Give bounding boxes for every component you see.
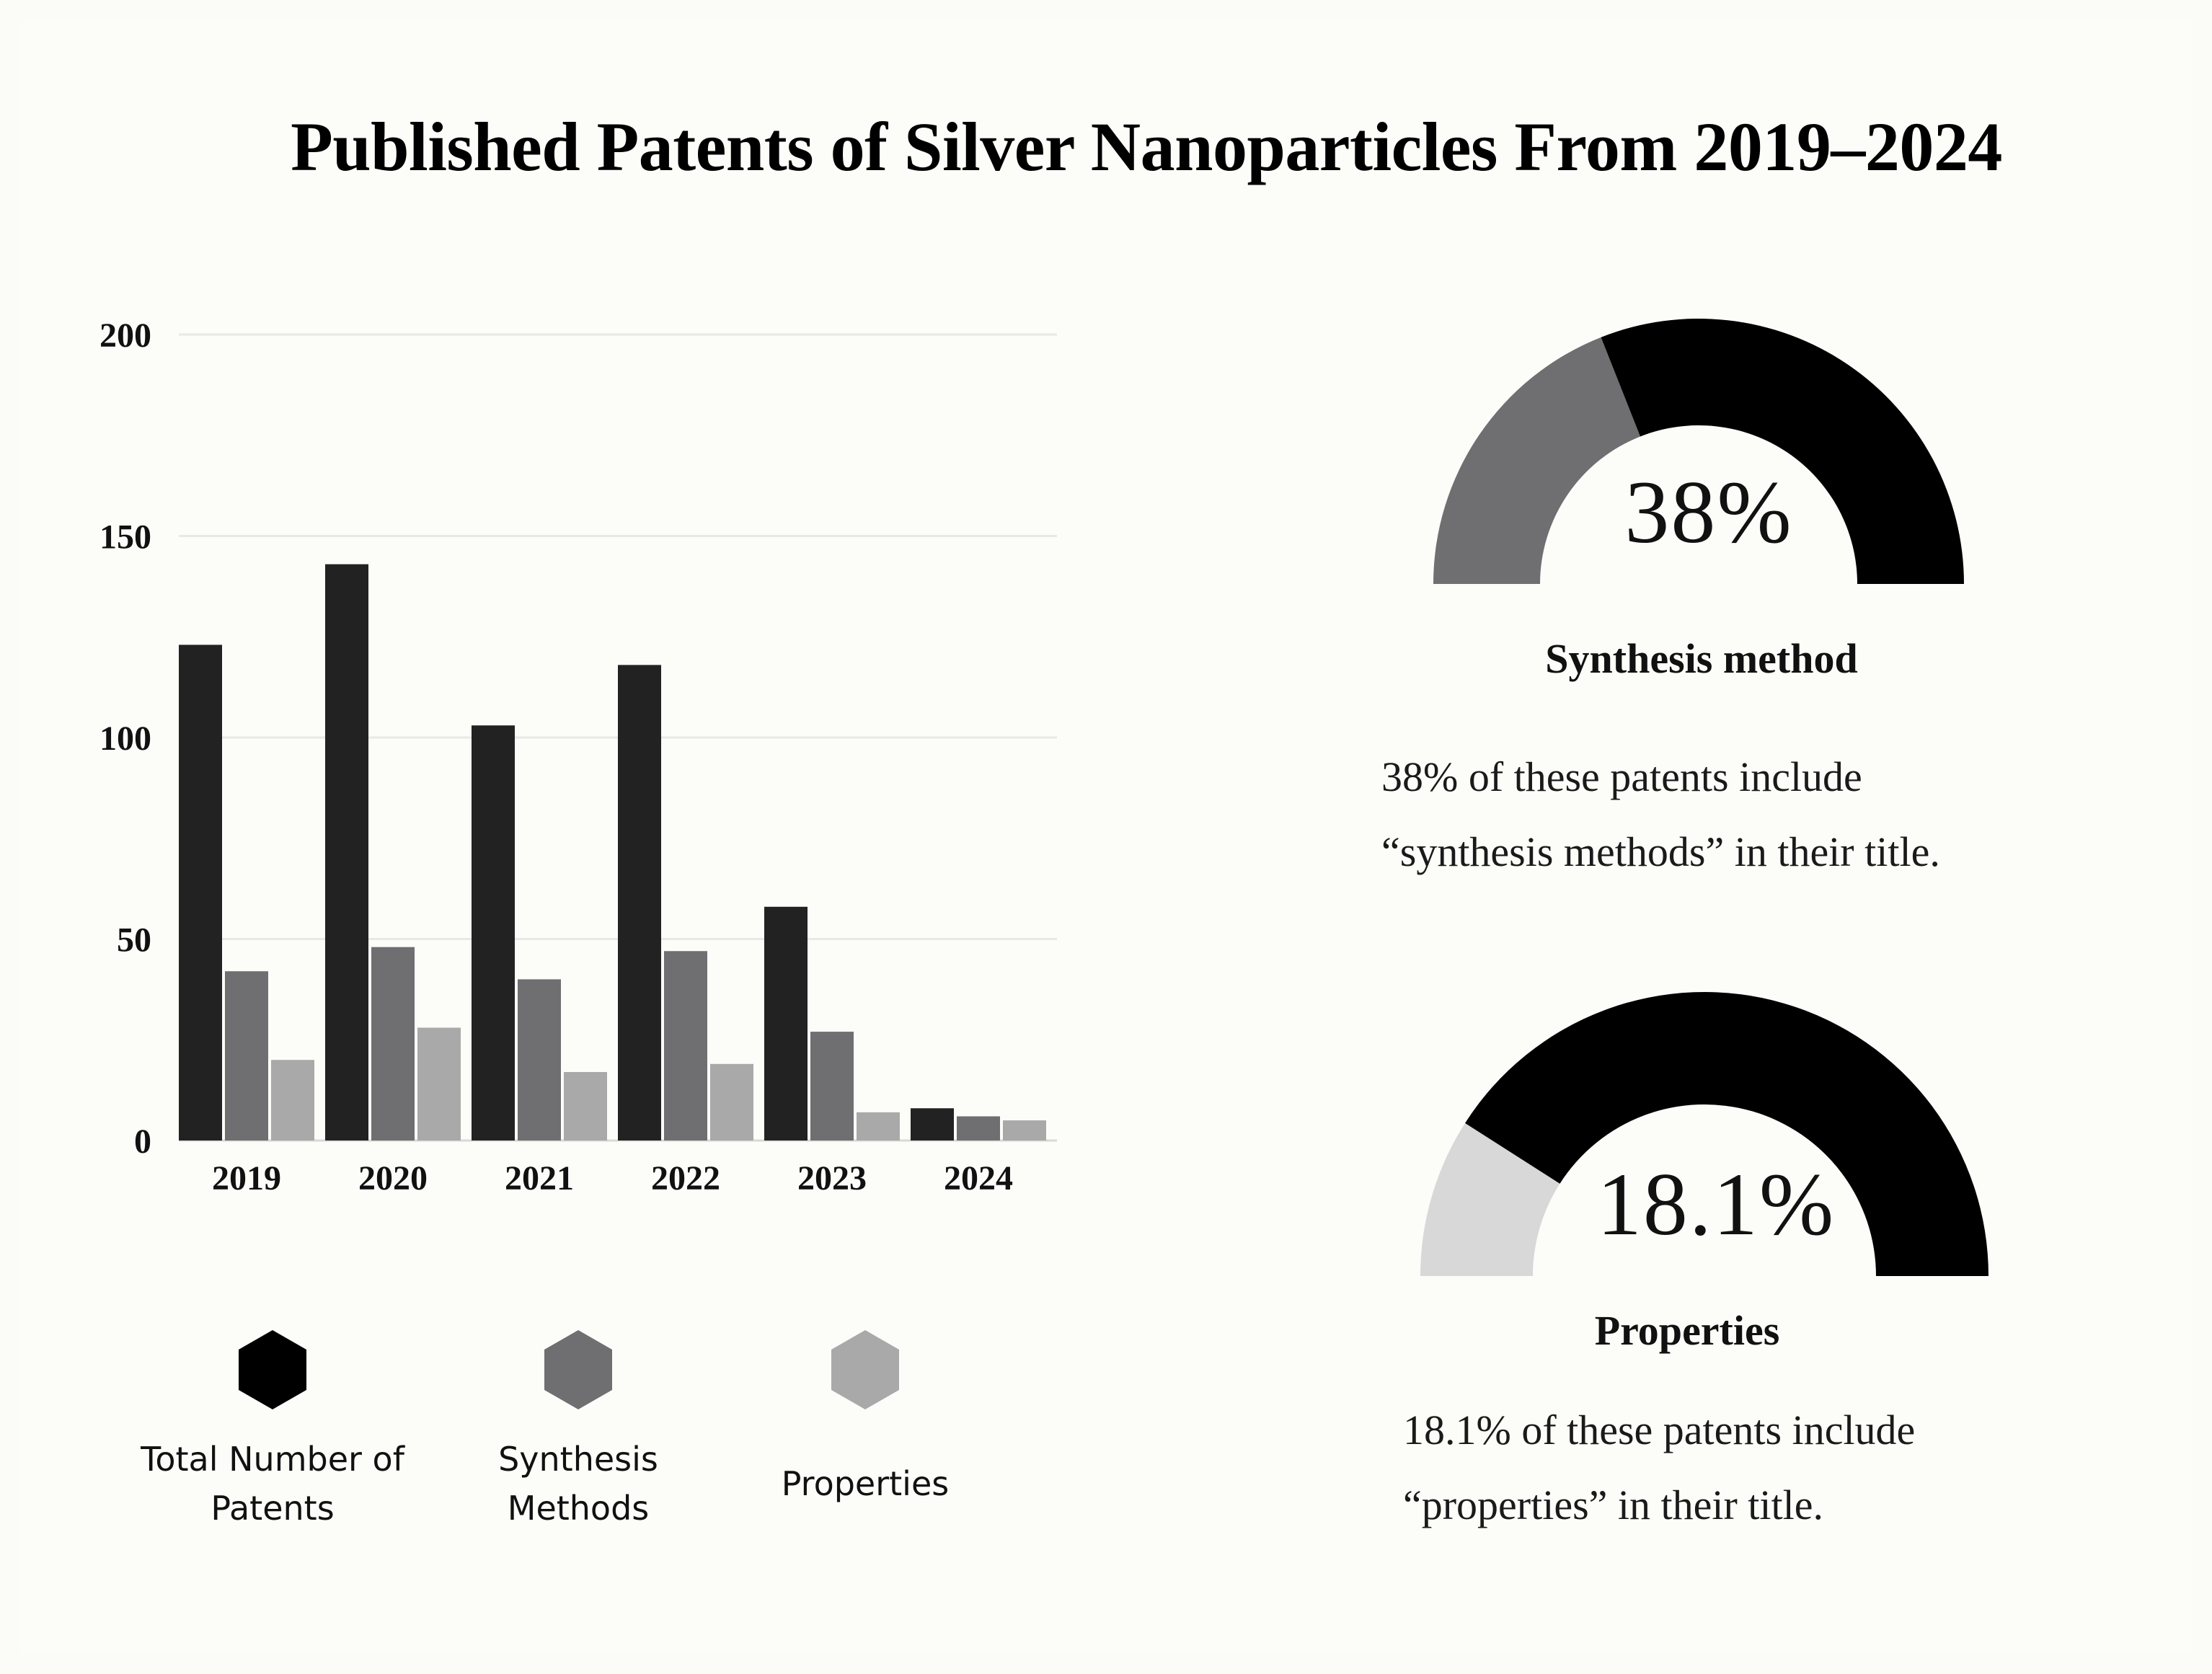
gauge-synthesis-desc-line2: “synthesis methods” in their title. [1381, 828, 1940, 875]
infographic-card [20, 20, 2192, 1654]
gauge-properties-desc-line1: 18.1% of these patents include [1403, 1407, 1916, 1453]
bar-properties-2020 [417, 1027, 461, 1141]
bar-synthesis-methods-2021 [518, 979, 561, 1141]
bar-synthesis-methods-2020 [371, 947, 415, 1141]
gauge-properties-label: Properties [1594, 1307, 1780, 1354]
y-tick-label: 50 [117, 921, 151, 960]
gauge-properties-description: 18.1% of these patents include “properti… [1403, 1393, 1915, 1543]
bar-total-number-of-patents-2021 [472, 725, 515, 1141]
gauge-synthesis-desc-line1: 38% of these patents include [1381, 753, 1862, 800]
x-tick-label: 2022 [651, 1159, 720, 1197]
x-tick-label: 2023 [797, 1159, 867, 1197]
legend-item-properties: Properties [714, 1327, 1017, 1508]
x-tick-label: 2020 [358, 1159, 428, 1197]
legend-label-synthesis-line1: Synthesis [498, 1440, 658, 1479]
legend-label-synthesis-line2: Methods [507, 1489, 650, 1528]
page-title: Published Patents of Silver Nanoparticle… [291, 108, 2002, 185]
bar-properties-2023 [857, 1112, 900, 1141]
bar-synthesis-methods-2024 [957, 1116, 1000, 1141]
bar-properties-2019 [271, 1060, 314, 1141]
gauge-synthesis-label: Synthesis method [1545, 635, 1858, 682]
y-tick-label: 100 [99, 719, 151, 758]
legend-swatch-synthesis [544, 1330, 612, 1409]
y-tick-label: 150 [99, 518, 151, 557]
x-tick-label: 2024 [944, 1159, 1013, 1197]
bar-properties-2024 [1003, 1120, 1046, 1141]
y-tick-label: 0 [134, 1122, 151, 1161]
bar-synthesis-methods-2022 [664, 951, 707, 1141]
gauge-properties-percent: 18.1% [1596, 1155, 1836, 1254]
x-tick-label: 2021 [505, 1159, 574, 1197]
bar-synthesis-methods-2019 [225, 971, 268, 1141]
bar-total-number-of-patents-2019 [179, 645, 222, 1141]
legend-swatch-properties [831, 1330, 899, 1409]
gauge-properties-desc-line2: “properties” in their title. [1403, 1482, 1824, 1528]
gauge-synthesis-description: 38% of these patents include “synthesis … [1381, 740, 1940, 890]
legend-item-synthesis: Synthesis Methods [427, 1327, 730, 1533]
bar-total-number-of-patents-2022 [618, 665, 661, 1141]
bar-total-number-of-patents-2020 [325, 564, 368, 1141]
y-tick-label: 200 [99, 316, 151, 355]
legend-label-total-line1: Total Number of [141, 1440, 404, 1479]
bar-properties-2022 [710, 1063, 753, 1141]
legend-swatch-total [239, 1330, 306, 1409]
bar-properties-2021 [564, 1071, 607, 1141]
bar-synthesis-methods-2023 [810, 1032, 854, 1141]
gauge-synthesis-percent: 38% [1624, 463, 1793, 562]
bar-total-number-of-patents-2024 [911, 1108, 954, 1141]
legend-label-properties: Properties [781, 1464, 950, 1503]
legend-item-total: Total Number of Patents [121, 1327, 424, 1533]
x-tick-label: 2019 [212, 1159, 281, 1197]
bar-total-number-of-patents-2023 [764, 906, 808, 1141]
legend-label-total-line2: Patents [211, 1489, 335, 1528]
